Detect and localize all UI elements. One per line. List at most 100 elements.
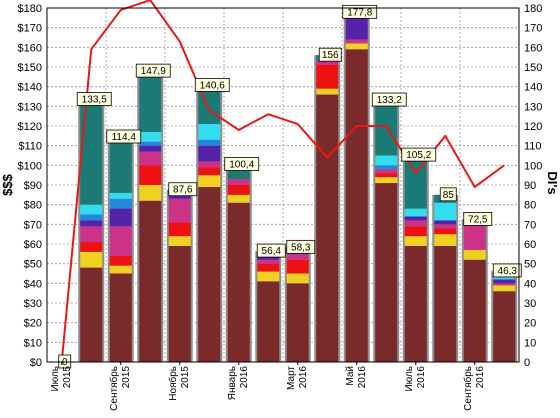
bar-segment (316, 65, 339, 89)
bar-segment (434, 228, 457, 235)
left-tick-label: $60 (24, 239, 42, 251)
bar-segment (434, 245, 457, 362)
bar-segment (80, 220, 103, 227)
bar-segment (434, 224, 457, 229)
bar-segment (139, 151, 162, 166)
bar-segment (286, 283, 309, 362)
total-label: 114,4 (112, 132, 137, 143)
right-tick-label: 180 (524, 3, 542, 15)
bar-segment (80, 214, 103, 221)
bar-segment (375, 173, 398, 178)
total-label-box (286, 239, 316, 254)
bar-segment (80, 251, 103, 268)
bar-segment (227, 179, 250, 185)
total-label-box (168, 182, 198, 197)
bar-segment (168, 222, 191, 237)
right-tick-label: 160 (524, 42, 542, 54)
right-tick-label: 130 (524, 101, 542, 113)
bar-segment (80, 242, 103, 252)
axes: $0 0 $10 10 $20 20 $30 30 $40 40 $50 50 $60 60 $70 70 $8… (18, 3, 543, 411)
bar-segment (139, 131, 162, 142)
left-tick-label: $120 (18, 121, 42, 133)
total-label: 177,8 (347, 7, 372, 18)
left-tick-label: $50 (24, 259, 42, 271)
total-label: 105,2 (406, 150, 431, 161)
total-label-box (342, 4, 378, 19)
x-tick-year: 2015 (180, 366, 191, 389)
bar-segment (375, 169, 398, 174)
right-tick-label: 120 (524, 121, 542, 133)
total-label-box (256, 243, 286, 258)
left-tick-label: $180 (18, 3, 42, 15)
bar-segment (404, 220, 427, 227)
bar-segment (345, 43, 368, 50)
bar-segment (227, 185, 250, 195)
bar-segment (375, 183, 398, 362)
left-tick-label: $80 (24, 200, 42, 212)
bar-segment (257, 281, 280, 362)
right-tick-label: 100 (524, 160, 542, 172)
total-label-box (371, 92, 407, 107)
bar-segment (139, 185, 162, 201)
bar-series (78, 12, 518, 363)
total-label: 46,3 (498, 266, 518, 277)
bar-segment (109, 137, 132, 193)
bar-segment (316, 94, 339, 363)
bar-segment (109, 192, 132, 199)
bar-segment (257, 259, 280, 264)
total-label: 58,3 (291, 242, 311, 253)
left-tick-label: $10 (24, 337, 42, 349)
total-label-box (224, 157, 260, 171)
total-label: 100,4 (229, 160, 254, 171)
bar-segment (257, 271, 280, 282)
bar-segment (198, 145, 221, 162)
bar-segment (109, 265, 132, 274)
bar-segment (227, 194, 250, 203)
bar-segment (316, 88, 339, 95)
bar-segment (198, 175, 221, 187)
x-tick-month: Сентябрь (462, 366, 474, 411)
total-label: 147,9 (141, 66, 166, 77)
total-label-box (318, 47, 342, 62)
bar-segment (404, 226, 427, 237)
x-tick-month: Сентябрь (108, 366, 120, 411)
x-tick-year: 2016 (416, 366, 427, 389)
right-tick-label: 30 (524, 298, 536, 310)
bar-segment (227, 202, 250, 362)
left-tick-label: $160 (18, 42, 42, 54)
total-label: 72,5 (468, 214, 488, 225)
bar-segment (345, 17, 368, 40)
bar-segment (316, 61, 339, 66)
total-label: 56,4 (262, 246, 282, 257)
bar-segment (463, 259, 486, 362)
left-tick-label: $0 (30, 357, 42, 369)
x-tick-year: 2016 (475, 366, 486, 389)
total-label: 85 (443, 190, 455, 201)
right-tick-label: 40 (524, 278, 536, 290)
bar-segment (493, 283, 516, 286)
bar-segment (463, 220, 486, 250)
left-tick-label: $20 (24, 318, 42, 330)
grid-lines (46, 7, 520, 363)
total-label: 87,6 (173, 185, 193, 196)
bar-segment (404, 236, 427, 246)
bar-segment (139, 165, 162, 185)
x-tick-year: 2015 (62, 366, 73, 389)
total-label-box (194, 78, 230, 92)
bar-segment (168, 198, 191, 223)
bar-segment (80, 204, 103, 215)
bar-segment (404, 216, 427, 221)
total-label-box (439, 187, 457, 202)
right-tick-label: 60 (524, 239, 536, 251)
x-tick-year: 2016 (357, 366, 368, 389)
right-tick-label: 70 (524, 219, 536, 231)
right-tick-label: 150 (524, 62, 542, 74)
bar-segment (168, 245, 191, 362)
bar-segment (404, 208, 427, 217)
x-tick-month: Ноябрь (167, 366, 179, 401)
bar-segment (493, 285, 516, 292)
right-axis-title: DI's (545, 171, 560, 194)
left-tick-label: $140 (18, 82, 42, 94)
